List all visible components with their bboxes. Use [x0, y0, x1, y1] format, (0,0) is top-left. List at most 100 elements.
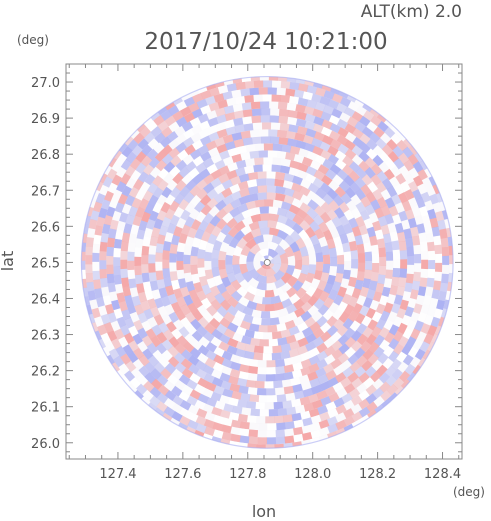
field-cell	[276, 422, 286, 431]
field-cell	[280, 282, 292, 294]
field-cell	[413, 303, 423, 315]
field-cell	[340, 278, 350, 289]
field-cell	[128, 383, 138, 393]
field-cell	[233, 110, 244, 119]
field-cell	[324, 354, 336, 365]
field-cell	[282, 400, 293, 409]
field-cell	[370, 174, 382, 186]
field-cell	[180, 358, 193, 370]
field-cell	[270, 317, 280, 326]
field-cell	[203, 331, 215, 343]
field-cell	[150, 368, 162, 380]
field-cell	[363, 242, 372, 253]
field-cell	[280, 272, 292, 284]
field-cell	[414, 348, 426, 361]
field-cell	[109, 291, 118, 302]
field-cell	[228, 375, 239, 385]
field-cell	[250, 76, 261, 82]
field-cell	[326, 274, 336, 286]
field-cell	[306, 99, 317, 109]
field-cell	[326, 238, 336, 250]
field-cell	[148, 245, 157, 255]
field-cell	[194, 201, 206, 213]
field-cell	[349, 161, 361, 173]
field-cell	[196, 179, 208, 191]
y-tick-label: 26.1	[31, 401, 60, 416]
field-cell	[132, 215, 142, 227]
field-cell	[230, 190, 242, 201]
field-cell	[333, 294, 344, 306]
field-cell	[103, 214, 113, 226]
field-cell	[199, 168, 211, 180]
field-cell	[360, 184, 372, 196]
field-cell	[323, 297, 335, 309]
field-cell	[148, 210, 159, 222]
field-cell	[318, 419, 330, 429]
field-cell	[330, 88, 340, 95]
field-cell	[365, 307, 377, 319]
field-cell	[373, 396, 385, 408]
field-cell	[337, 286, 348, 298]
field-cell	[319, 381, 331, 392]
field-cell	[127, 242, 136, 253]
field-cell	[330, 358, 342, 370]
field-cell	[258, 87, 268, 95]
field-cell	[203, 373, 216, 384]
field-cell	[286, 102, 297, 111]
field-cell	[168, 138, 180, 150]
field-cell	[428, 260, 436, 270]
field-cell	[198, 275, 209, 287]
field-cell	[204, 251, 213, 262]
field-cell	[379, 256, 387, 266]
field-cell	[321, 245, 330, 256]
field-cell	[398, 152, 410, 165]
field-cell	[116, 316, 127, 328]
field-cell	[312, 287, 324, 300]
field-cell	[375, 318, 387, 330]
field-cell	[157, 305, 168, 317]
field-cell	[106, 246, 114, 257]
field-cell	[98, 305, 108, 316]
field-cell	[131, 295, 141, 307]
field-cell	[392, 145, 404, 158]
field-cell	[240, 244, 251, 257]
field-cell	[293, 154, 305, 164]
field-cell	[155, 159, 167, 172]
field-cell	[108, 228, 117, 239]
field-cell	[107, 330, 118, 342]
field-cell	[379, 339, 390, 351]
field-cell	[359, 286, 369, 298]
field-cell	[388, 324, 400, 336]
field-cell	[409, 289, 419, 300]
field-cell	[390, 133, 402, 145]
field-cell	[170, 417, 181, 426]
field-cell	[317, 374, 329, 385]
field-cell	[232, 332, 244, 343]
field-cell	[175, 179, 187, 192]
field-cell	[196, 98, 208, 109]
field-cell	[313, 116, 325, 126]
field-cell	[99, 184, 110, 196]
field-cell	[270, 295, 282, 305]
field-cell	[279, 123, 290, 132]
field-cell	[412, 189, 423, 201]
y-unit-label: (deg)	[17, 33, 49, 47]
field-cell	[116, 220, 126, 232]
field-cell	[309, 220, 321, 233]
field-cell	[338, 91, 349, 99]
field-cell	[102, 295, 112, 306]
field-cell	[310, 160, 322, 171]
field-cell	[169, 214, 180, 226]
field-cell	[262, 164, 272, 172]
field-cell	[200, 151, 212, 162]
y-tick-label: 26.0	[31, 437, 60, 452]
field-cell	[189, 347, 202, 359]
field-cell	[147, 355, 160, 367]
field-cell	[163, 397, 176, 409]
field-cell	[118, 300, 128, 312]
field-cell	[275, 359, 286, 368]
field-cell	[238, 296, 250, 307]
field-cell	[187, 354, 200, 366]
field-cell	[301, 432, 313, 441]
field-cell	[437, 219, 447, 230]
